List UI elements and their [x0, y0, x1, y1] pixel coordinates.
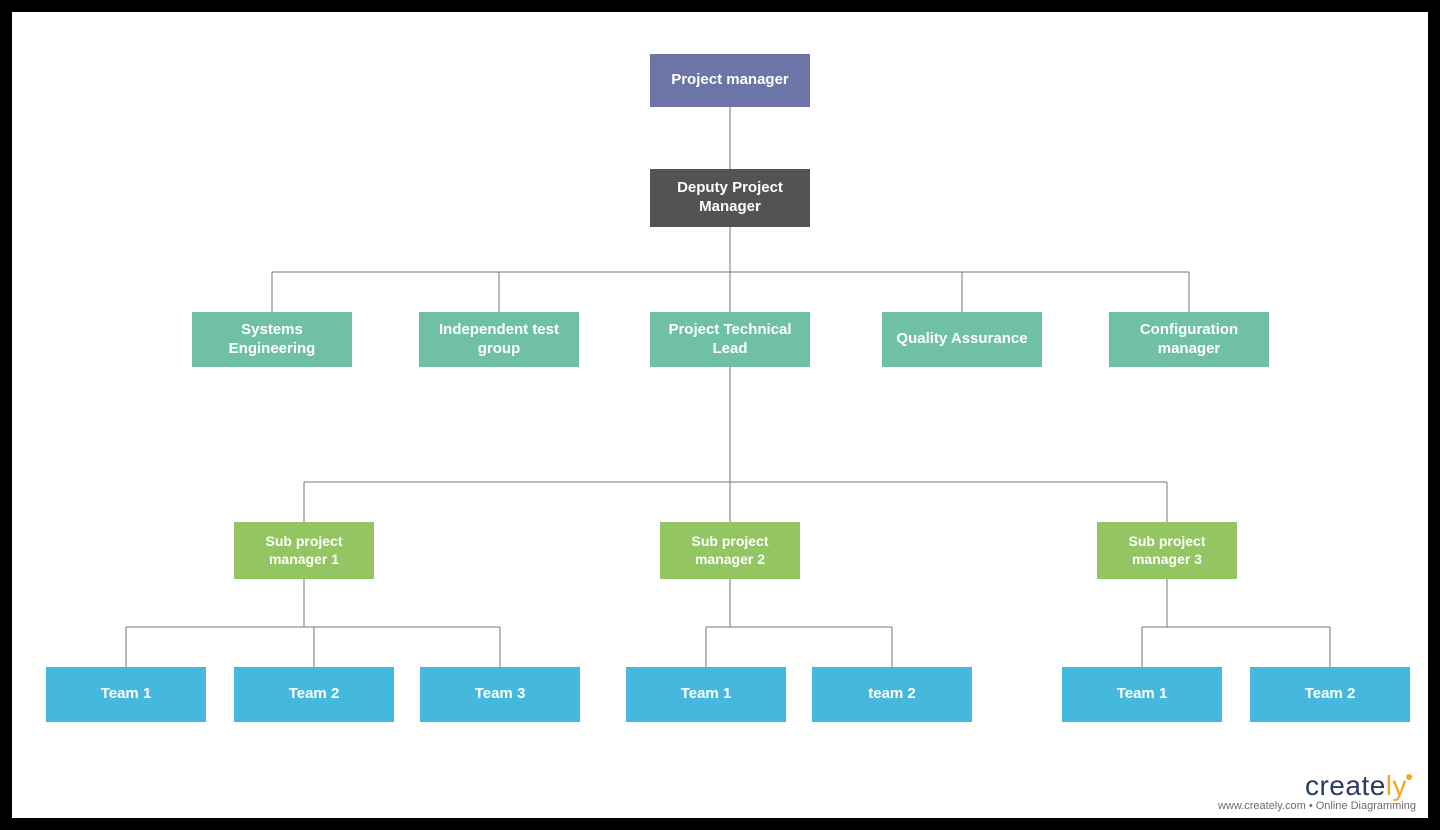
org-node-se: Systems Engineering	[192, 312, 352, 367]
org-node-t2a: Team 1	[626, 667, 786, 722]
org-node-itg: Independent test group	[419, 312, 579, 367]
org-node-t3a: Team 1	[1062, 667, 1222, 722]
org-node-t1c: Team 3	[420, 667, 580, 722]
brand-logo: creately●	[1218, 770, 1416, 802]
bulb-icon: ●	[1405, 768, 1414, 784]
org-node-spm2: Sub project manager 2	[660, 522, 800, 579]
org-node-ptl: Project Technical Lead	[650, 312, 810, 367]
org-node-pm: Project manager	[650, 54, 810, 107]
org-node-qa: Quality Assurance	[882, 312, 1042, 367]
brand-part-2: ly	[1386, 770, 1407, 801]
org-node-spm3: Sub project manager 3	[1097, 522, 1237, 579]
org-node-spm1: Sub project manager 1	[234, 522, 374, 579]
org-node-dpm: Deputy Project Manager	[650, 169, 810, 227]
org-node-t1a: Team 1	[46, 667, 206, 722]
brand-part-1: create	[1305, 770, 1386, 801]
org-node-cm: Configuration manager	[1109, 312, 1269, 367]
footer-tagline: www.creately.com • Online Diagramming	[1218, 800, 1416, 812]
org-node-t3b: Team 2	[1250, 667, 1410, 722]
footer: creately● www.creately.com • Online Diag…	[1218, 770, 1416, 812]
diagram-frame: Project manager Deputy Project Manager Sys…	[12, 12, 1428, 818]
org-node-t2b: team 2	[812, 667, 972, 722]
org-node-t1b: Team 2	[234, 667, 394, 722]
